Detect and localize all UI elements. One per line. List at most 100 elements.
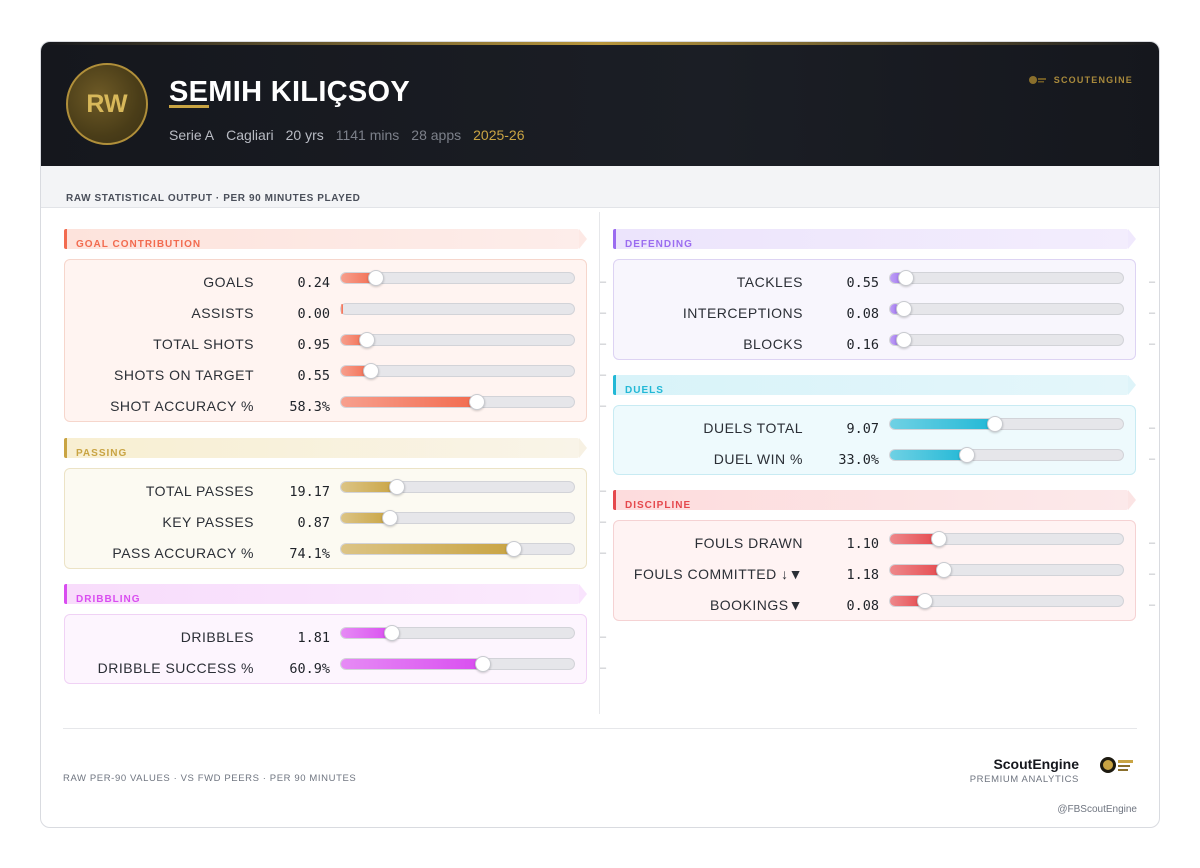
stat-bar-fill (341, 544, 514, 554)
section-header-defending: DEFENDING (613, 229, 1136, 250)
column-divider (599, 212, 600, 714)
stat-bar-fill (890, 565, 944, 575)
stat-label: TOTAL SHOTS (153, 336, 254, 352)
peer-value: – (600, 516, 607, 528)
peer-value: – (600, 307, 607, 319)
brand-top-label: SCOUTENGINE (1053, 75, 1133, 85)
peer-value: – (600, 662, 607, 674)
peer-value: – (1149, 537, 1156, 549)
section-header-discipline: DISCIPLINE (613, 490, 1136, 511)
stat-bar-knob (930, 531, 947, 547)
stat-value: 0.24 (297, 275, 330, 291)
stat-row: TACKLES 0.55 – (613, 270, 1159, 292)
stat-row: SHOT ACCURACY % 58.3% – (64, 394, 614, 416)
section-arrow-icon (1128, 375, 1136, 395)
stat-row: INTERCEPTIONS 0.08 – (613, 301, 1159, 323)
stat-bar-knob (468, 394, 485, 410)
stat-row: DUEL WIN % 33.0% – (613, 447, 1159, 469)
stat-bar-track (889, 416, 1124, 432)
peer-value: – (600, 276, 607, 288)
stat-bar-fill (341, 273, 376, 283)
subtitle-bar: RAW STATISTICAL OUTPUT · PER 90 MINUTES … (41, 166, 1159, 208)
stat-bar-track (889, 447, 1124, 463)
stat-bar-track (340, 479, 575, 495)
section-header-duels: DUELS (613, 375, 1136, 396)
stat-bar-knob (896, 332, 912, 348)
stat-value: 1.81 (297, 630, 330, 646)
stat-bar-knob (505, 541, 522, 557)
footer-handle: @FBScoutEngine (1057, 804, 1137, 815)
stat-value: 0.87 (297, 515, 330, 531)
stat-value: 0.08 (846, 598, 879, 614)
stat-label: DUELS TOTAL (703, 420, 803, 436)
stat-value: 0.00 (297, 306, 330, 322)
stat-value: 0.55 (846, 275, 879, 291)
footer-brand: ScoutEngine PREMIUM ANALYTICS (970, 756, 1079, 785)
stat-bar-track (889, 593, 1124, 609)
stat-value: 0.08 (846, 306, 879, 322)
stat-bar-knob (363, 363, 380, 379)
stat-bar-fill (341, 397, 477, 407)
peer-value: – (1149, 453, 1156, 465)
stat-label: FOULS COMMITTED ↓▼ (633, 566, 803, 582)
stat-value: 0.55 (297, 368, 330, 384)
stat-bar-track (889, 270, 1124, 286)
header: RW SEMIH KILIÇSOY Serie A Cagliari 20 yr… (41, 42, 1159, 166)
apps: 28 apps (411, 127, 462, 143)
stat-row: BOOKINGS▼ 0.08 – (613, 593, 1159, 615)
stat-bar-knob (935, 562, 952, 578)
name-underline (169, 105, 209, 108)
stat-label: PASS ACCURACY % (112, 545, 254, 561)
stat-value: 0.95 (297, 337, 330, 353)
stat-bar-knob (474, 656, 491, 672)
stat-row: KEY PASSES 0.87 – (64, 510, 614, 532)
section-panel-duels (613, 405, 1136, 475)
stat-row: TOTAL PASSES 19.17 – (64, 479, 614, 501)
peer-value: – (600, 338, 607, 350)
stat-bar-fill (341, 628, 393, 638)
stat-bar-knob (958, 447, 975, 463)
stat-label: TACKLES (736, 274, 803, 290)
stat-label: BLOCKS (743, 336, 803, 352)
section-arrow-icon (579, 438, 587, 458)
player-meta: Serie A Cagliari 20 yrs 1141 mins 28 app… (169, 127, 525, 143)
peer-value: – (1149, 422, 1156, 434)
header-accent-line (41, 42, 1159, 45)
section-title: GOAL CONTRIBUTION (76, 239, 202, 250)
stat-value: 58.3% (289, 399, 330, 415)
section-header-goal: GOAL CONTRIBUTION (64, 229, 587, 250)
stat-bar-fill (890, 273, 907, 283)
scoutengine-logo-icon (1028, 76, 1046, 84)
stat-label: ASSISTS (191, 305, 254, 321)
brand-top: SCOUTENGINE (1028, 75, 1133, 85)
stat-value: 19.17 (289, 484, 330, 500)
section-title: DISCIPLINE (625, 500, 692, 511)
stat-bar-knob (916, 593, 933, 609)
peer-value: – (1149, 307, 1156, 319)
stat-bar-fill (341, 304, 343, 314)
stat-row: FOULS DRAWN 1.10 – (613, 531, 1159, 553)
peer-value: – (1149, 599, 1156, 611)
stat-bar-knob (384, 625, 401, 641)
stat-row: DUELS TOTAL 9.07 – (613, 416, 1159, 438)
stat-row: ASSISTS 0.00 – (64, 303, 614, 323)
peer-value: – (1149, 568, 1156, 580)
stat-bar-track (889, 562, 1124, 578)
section-arrow-icon (579, 584, 587, 604)
peer-value: – (600, 631, 607, 643)
stat-label: KEY PASSES (162, 514, 254, 530)
stat-bar-track (340, 394, 575, 410)
stat-bar-track (340, 303, 575, 315)
stat-bar-fill (890, 450, 967, 460)
section-arrow-icon (1128, 490, 1136, 510)
stat-value: 33.0% (838, 452, 879, 468)
peer-value: – (1149, 338, 1156, 350)
stat-row: GOALS 0.24 – (64, 270, 614, 292)
stat-label: DUEL WIN % (713, 451, 803, 467)
club: Cagliari (226, 127, 274, 143)
stat-label: GOALS (203, 274, 254, 290)
player-name: SEMIH KILIÇSOY (169, 76, 411, 108)
stat-bar-track (340, 541, 575, 557)
section-title: DEFENDING (625, 239, 693, 250)
stat-bar-fill (341, 366, 372, 376)
